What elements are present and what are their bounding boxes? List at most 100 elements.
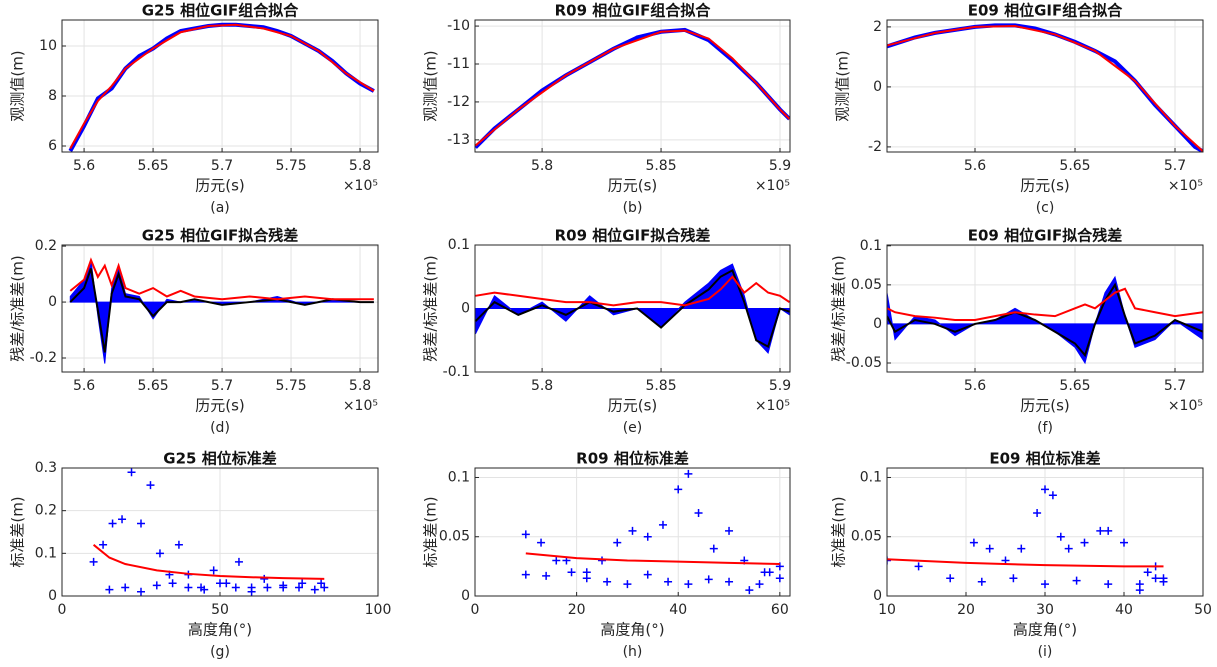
- y-tick-label: 0.1: [35, 545, 57, 561]
- y-tick-label: 0.05: [851, 277, 882, 293]
- marker: [643, 570, 652, 579]
- marker: [684, 580, 693, 589]
- panel-caption: (b): [623, 200, 643, 216]
- axes-box: [61, 244, 379, 373]
- marker: [1080, 538, 1089, 547]
- marker: [155, 549, 164, 558]
- marker: [118, 515, 127, 524]
- marker: [1120, 538, 1128, 547]
- x-tick-label: 40: [1115, 602, 1133, 618]
- y-tick-label: 0: [461, 301, 470, 317]
- y-tick-label: 0.1: [448, 237, 470, 253]
- y-tick-label: 0.1: [860, 238, 882, 254]
- marker: [709, 544, 718, 553]
- line: [69, 23, 375, 149]
- y-tick-label: 0: [873, 588, 882, 604]
- x-exponent: ×10⁵: [1168, 398, 1203, 414]
- marker: [603, 577, 612, 586]
- x-tick-label: 5.75: [275, 378, 306, 394]
- x-tick-label: 5.85: [645, 158, 676, 174]
- y-tick-label: 0.05: [851, 529, 882, 545]
- x-tick-label: 5.65: [137, 378, 168, 394]
- chart-title: R09 相位GIF拟合残差: [555, 227, 711, 245]
- chart-title: R09 相位GIF组合拟合: [555, 2, 712, 20]
- plot-data: [68, 22, 375, 152]
- marker: [216, 579, 224, 588]
- x-tick-label: 5.8: [531, 378, 553, 394]
- marker: [152, 581, 161, 590]
- line: [475, 275, 790, 307]
- plot-data: [887, 275, 1203, 365]
- marker: [105, 585, 114, 594]
- line: [887, 24, 1203, 152]
- marker: [643, 532, 652, 541]
- line: [525, 552, 780, 565]
- plot-area: [62, 245, 378, 372]
- y-tick-label: 0.2: [35, 238, 57, 254]
- x-tick-label: 0: [58, 602, 67, 618]
- line: [887, 558, 1164, 568]
- plot-data: [887, 23, 1203, 152]
- y-tick-label: -0.1: [443, 364, 470, 380]
- x-tick-label: 5.75: [275, 158, 306, 174]
- panel-caption: (f): [1037, 420, 1053, 436]
- axes-box: [886, 244, 1204, 373]
- marker: [760, 568, 769, 577]
- marker: [542, 571, 551, 580]
- marker: [684, 469, 693, 478]
- chart-title: E09 相位标准差: [989, 450, 1100, 468]
- marker: [598, 556, 607, 565]
- marker: [664, 577, 673, 586]
- x-tick-label: 30: [1036, 602, 1054, 618]
- y-tick-label: 2: [873, 19, 882, 35]
- marker: [623, 580, 632, 589]
- marker: [725, 577, 734, 586]
- y-tick-label: 0.2: [35, 503, 57, 519]
- marker: [887, 556, 891, 565]
- x-tick-label: 5.65: [1059, 378, 1090, 394]
- x-tick-label: 5.6: [964, 378, 986, 394]
- marker: [1048, 491, 1057, 500]
- x-tick-label: 5.65: [137, 158, 168, 174]
- x-tick-label: 0: [471, 602, 480, 618]
- chart-title: R09 相位标准差: [576, 450, 689, 468]
- marker: [137, 587, 145, 596]
- y-tick-label: -2: [868, 139, 882, 155]
- marker: [1009, 574, 1018, 583]
- y-tick-label: -0.05: [846, 355, 882, 371]
- marker: [628, 526, 637, 535]
- x-tick-label: 5.85: [645, 378, 676, 394]
- x-tick-label: 5.65: [1059, 158, 1090, 174]
- x-tick-label: 5.7: [211, 158, 233, 174]
- marker: [320, 583, 329, 592]
- marker: [1096, 526, 1105, 535]
- axes-box: [474, 19, 791, 153]
- marker: [1033, 509, 1042, 518]
- x-axis-label: 历元(s): [1020, 177, 1070, 195]
- axes-box: [886, 467, 1204, 597]
- marker: [1104, 526, 1113, 535]
- y-axis-label: 残差/标准差(m): [422, 255, 440, 361]
- panel-caption: (e): [623, 420, 643, 436]
- marker: [168, 579, 177, 588]
- plot-data: [89, 468, 329, 596]
- marker: [552, 556, 561, 565]
- marker: [295, 583, 303, 592]
- x-axis-label: 历元(s): [608, 397, 658, 415]
- panel-caption: (h): [623, 644, 643, 660]
- panel-caption: (g): [210, 644, 230, 660]
- x-exponent: ×10⁵: [755, 178, 790, 194]
- chart-title: G25 相位标准差: [163, 450, 276, 468]
- x-axis-label: 历元(s): [1020, 397, 1070, 415]
- plot-area: [62, 20, 378, 152]
- marker: [1159, 577, 1168, 586]
- marker: [1104, 580, 1113, 589]
- line: [475, 29, 790, 147]
- marker: [1135, 586, 1144, 595]
- marker: [1056, 532, 1065, 541]
- marker: [1017, 544, 1026, 553]
- y-axis-label: 标准差(m): [422, 496, 440, 567]
- marker: [260, 574, 269, 583]
- y-axis-label: 观测值(m): [422, 50, 440, 121]
